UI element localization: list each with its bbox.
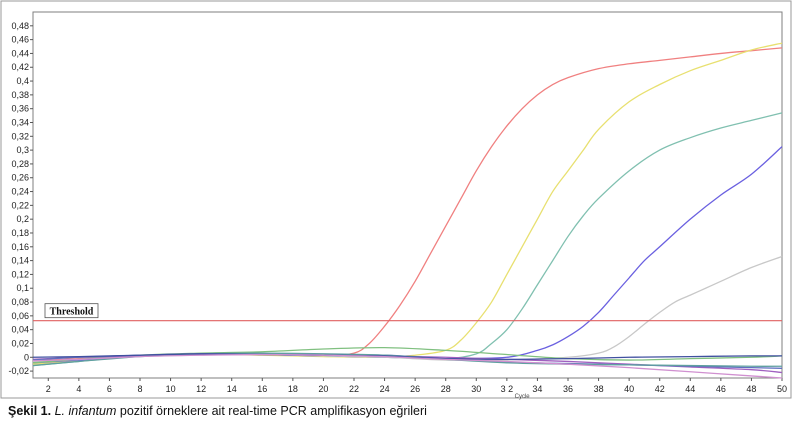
y-tick-label: 0,3 xyxy=(16,145,29,155)
y-tick-label: 0,44 xyxy=(11,48,29,58)
plot-area xyxy=(32,11,783,379)
x-tick-label: 2 xyxy=(46,384,51,394)
y-tick-label: 0,42 xyxy=(11,62,29,72)
caption-text: pozitif örneklere ait real-time PCR ampl… xyxy=(116,404,427,418)
x-axis-title: Cycle xyxy=(515,394,531,400)
y-tick-label: 0 xyxy=(24,352,29,362)
x-tick-label: 18 xyxy=(288,384,298,394)
x-tick-label: 3 2 xyxy=(501,384,514,394)
y-tick-label: 0,08 xyxy=(11,297,29,307)
x-tick-label: 26 xyxy=(410,384,420,394)
y-tick-label: 0,18 xyxy=(11,228,29,238)
x-tick-label: 46 xyxy=(716,384,726,394)
y-tick-label: 0,28 xyxy=(11,159,29,169)
x-tick-label: 22 xyxy=(349,384,359,394)
threshold: Threshold xyxy=(33,303,782,322)
amplification-chart: -0,02 0 0,02 0,04 0,06 0,08 0,1 0,12 0,14 0,16 0,1… xyxy=(0,0,792,400)
caption-label: Şekil 1. xyxy=(8,404,52,418)
x-tick-label: 12 xyxy=(196,384,206,394)
y-tick-label: 0,26 xyxy=(11,173,29,183)
x-tick-label: 44 xyxy=(685,384,695,394)
threshold-label: Threshold xyxy=(50,307,94,318)
series-line xyxy=(32,42,783,365)
y-tick-label: 0,1 xyxy=(16,283,29,293)
x-tick-label: 16 xyxy=(257,384,267,394)
series-line xyxy=(32,353,783,379)
y-tick-label: 0,46 xyxy=(11,35,29,45)
x-tick-label: 36 xyxy=(563,384,573,394)
y-tick-label: 0,2 xyxy=(16,214,29,224)
x-tick-label: 14 xyxy=(227,384,237,394)
y-tick-label: 0,38 xyxy=(11,90,29,100)
y-tick-label: 0,06 xyxy=(11,311,29,321)
figure-caption: Şekil 1. L. infantum pozitif örneklere a… xyxy=(8,404,427,418)
x-tick-label: 6 xyxy=(107,384,112,394)
chart-svg: -0,02 0 0,02 0,04 0,06 0,08 0,1 0,12 0,14 0,16 0,1… xyxy=(0,0,792,400)
x-tick-label: 38 xyxy=(594,384,604,394)
caption-species: L. infantum xyxy=(54,404,117,418)
y-tick-label: 0,22 xyxy=(11,200,29,210)
y-tick-label: 0,34 xyxy=(11,117,29,127)
x-tick-label: 50 xyxy=(777,384,787,394)
x-tick-label: 24 xyxy=(380,384,390,394)
x-tick-label: 20 xyxy=(318,384,328,394)
y-tick-label: 0,14 xyxy=(11,256,29,266)
y-tick-label: 0,02 xyxy=(11,338,29,348)
axes: -0,02 0 0,02 0,04 0,06 0,08 0,1 0,12 0,14 0,16 0,1… xyxy=(8,21,787,400)
y-tick-label: 0,24 xyxy=(11,187,29,197)
x-tick-label: 28 xyxy=(441,384,451,394)
x-tick-label: 10 xyxy=(166,384,176,394)
y-tick-label: 0,32 xyxy=(11,131,29,141)
x-tick-label: 48 xyxy=(746,384,756,394)
x-tick-label: 34 xyxy=(532,384,542,394)
y-tick-label: -0,02 xyxy=(8,366,29,376)
x-tick-label: 8 xyxy=(137,384,142,394)
y-tick-label: 0,48 xyxy=(11,21,29,31)
y-tick-label: 0,16 xyxy=(11,242,29,252)
threshold-label-box xyxy=(44,303,99,319)
y-tick-label: 0,12 xyxy=(11,269,29,279)
x-tick-label: 30 xyxy=(471,384,481,394)
plot-frame xyxy=(32,11,783,379)
series-lines xyxy=(32,42,783,379)
y-tick-label: 0,36 xyxy=(11,104,29,114)
y-tick-label: 0,04 xyxy=(11,325,29,335)
y-tick-label: 0,4 xyxy=(16,76,29,86)
x-tick-label: 42 xyxy=(655,384,665,394)
x-tick-label: 4 xyxy=(76,384,81,394)
x-tick-label: 40 xyxy=(624,384,634,394)
